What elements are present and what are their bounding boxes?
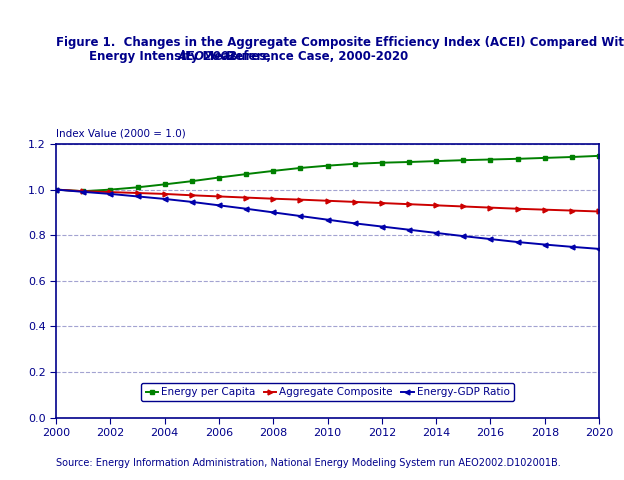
- Energy-GDP Ratio: [406, 227, 413, 233]
- Aggregate Composite: [595, 209, 603, 215]
- Energy-GDP Ratio: [432, 230, 440, 236]
- Aggregate Composite: [541, 207, 548, 213]
- Aggregate Composite: [487, 205, 494, 211]
- Energy-GDP Ratio: [351, 220, 359, 226]
- Energy-GDP Ratio: [487, 236, 494, 242]
- Energy per Capita: [514, 156, 522, 162]
- Energy per Capita: [161, 181, 168, 187]
- Energy per Capita: [324, 163, 331, 168]
- Text: Index Value (2000 = 1.0): Index Value (2000 = 1.0): [56, 129, 186, 139]
- Text: Figure 1.  Changes in the Aggregate Composite Efficiency Index (ACEI) Compared W: Figure 1. Changes in the Aggregate Compo…: [56, 36, 624, 49]
- Energy-GDP Ratio: [80, 189, 87, 195]
- Aggregate Composite: [514, 206, 522, 212]
- Aggregate Composite: [297, 197, 305, 203]
- Energy-GDP Ratio: [460, 233, 467, 239]
- Energy per Capita: [80, 188, 87, 194]
- Energy-GDP Ratio: [52, 187, 60, 192]
- Energy per Capita: [541, 155, 548, 161]
- Text: AEO2002: AEO2002: [178, 50, 238, 63]
- Energy per Capita: [215, 175, 223, 180]
- Aggregate Composite: [52, 187, 60, 192]
- Energy-GDP Ratio: [107, 191, 114, 197]
- Aggregate Composite: [460, 204, 467, 209]
- Aggregate Composite: [134, 190, 142, 196]
- Energy-GDP Ratio: [188, 199, 196, 205]
- Aggregate Composite: [432, 203, 440, 208]
- Energy-GDP Ratio: [297, 213, 305, 219]
- Energy-GDP Ratio: [134, 193, 142, 199]
- Aggregate Composite: [324, 198, 331, 204]
- Energy per Capita: [406, 159, 413, 165]
- Aggregate Composite: [406, 201, 413, 207]
- Energy-GDP Ratio: [595, 246, 603, 252]
- Aggregate Composite: [161, 191, 168, 197]
- Aggregate Composite: [188, 192, 196, 198]
- Energy per Capita: [297, 165, 305, 171]
- Energy per Capita: [378, 160, 386, 166]
- Aggregate Composite: [107, 189, 114, 195]
- Text: Source: Energy Information Administration, National Energy Modeling System run A: Source: Energy Information Administratio…: [56, 458, 561, 468]
- Energy per Capita: [487, 156, 494, 162]
- Energy per Capita: [107, 187, 114, 192]
- Energy per Capita: [243, 171, 250, 177]
- Aggregate Composite: [215, 193, 223, 199]
- Line: Energy-GDP Ratio: Energy-GDP Ratio: [54, 187, 602, 252]
- Line: Aggregate Composite: Aggregate Composite: [54, 187, 602, 214]
- Energy per Capita: [460, 157, 467, 163]
- Energy per Capita: [432, 158, 440, 164]
- Energy-GDP Ratio: [161, 196, 168, 202]
- Aggregate Composite: [243, 195, 250, 201]
- Energy per Capita: [188, 178, 196, 184]
- Text: Reference Case, 2000-2020: Reference Case, 2000-2020: [222, 50, 408, 63]
- Aggregate Composite: [378, 200, 386, 206]
- Energy per Capita: [52, 187, 60, 192]
- Energy-GDP Ratio: [243, 206, 250, 212]
- Aggregate Composite: [351, 199, 359, 205]
- Energy-GDP Ratio: [215, 203, 223, 208]
- Energy-GDP Ratio: [541, 241, 548, 247]
- Line: Energy per Capita: Energy per Capita: [54, 154, 602, 193]
- Energy per Capita: [568, 154, 576, 160]
- Energy-GDP Ratio: [378, 224, 386, 229]
- Aggregate Composite: [270, 196, 277, 202]
- Energy per Capita: [351, 161, 359, 167]
- Legend: Energy per Capita, Aggregate Composite, Energy-GDP Ratio: Energy per Capita, Aggregate Composite, …: [142, 383, 514, 401]
- Aggregate Composite: [80, 188, 87, 194]
- Energy per Capita: [134, 184, 142, 190]
- Energy-GDP Ratio: [568, 244, 576, 250]
- Text: Energy Intensity Measures,: Energy Intensity Measures,: [56, 50, 275, 63]
- Energy-GDP Ratio: [270, 209, 277, 215]
- Energy-GDP Ratio: [324, 217, 331, 223]
- Energy per Capita: [595, 153, 603, 159]
- Aggregate Composite: [568, 208, 576, 214]
- Energy per Capita: [270, 168, 277, 174]
- Energy-GDP Ratio: [514, 239, 522, 245]
